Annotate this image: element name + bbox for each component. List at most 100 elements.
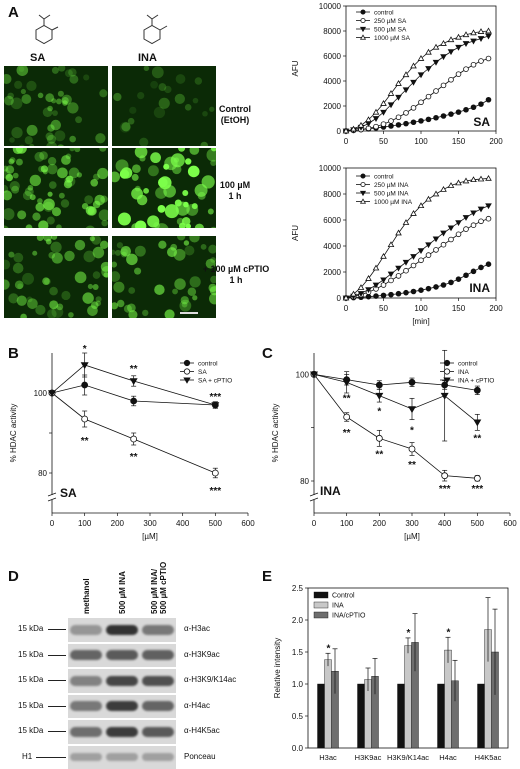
cell: [208, 209, 214, 215]
cell: [188, 287, 196, 295]
cell: [95, 133, 105, 143]
antibody-label: Ponceau: [184, 752, 216, 761]
data-point: [381, 254, 386, 259]
cell: [112, 250, 115, 255]
cell: [139, 138, 148, 146]
cell: [158, 241, 166, 249]
panel-inner-label: SA: [473, 115, 490, 129]
y-axis-label: AFU: [291, 225, 300, 241]
marker-tick: [48, 655, 66, 656]
significance-mark: **: [81, 436, 89, 447]
antibody-label: α-H4K5ac: [184, 726, 220, 735]
legend-label: 250 µM INA: [374, 182, 409, 189]
y-axis-label: % HDAC activity: [271, 404, 280, 463]
cell: [65, 69, 73, 77]
cell: [99, 89, 107, 97]
cell: [69, 136, 76, 143]
data-point: [411, 254, 416, 259]
row-label-cptio: + 100 µM cPTIO 1 h: [200, 264, 272, 286]
antibody-label: α-H4ac: [184, 701, 210, 710]
data-point: [374, 124, 379, 129]
legend-swatch: [314, 602, 328, 608]
data-point: [396, 122, 401, 127]
y-tick-label: 6000: [323, 52, 341, 61]
data-point: [396, 115, 401, 120]
row-label-100um-line1: 100 µM: [206, 180, 264, 191]
cell: [23, 191, 32, 200]
data-point: [448, 226, 453, 231]
blot-band: [106, 650, 138, 660]
cell: [121, 252, 127, 258]
cell: [121, 122, 130, 131]
data-point: [396, 266, 401, 271]
antibody-label: α-H3K9ac: [184, 650, 220, 659]
data-point: [411, 120, 416, 125]
marker-tick: [48, 629, 66, 630]
data-point: [479, 59, 484, 64]
blot-band: [70, 753, 102, 761]
bar: [398, 684, 405, 748]
data-point: [376, 435, 382, 441]
blot-band: [106, 753, 138, 761]
panel-inner-label: INA: [469, 281, 490, 295]
cell: [150, 81, 158, 89]
bar: [405, 646, 412, 748]
significance-mark: *: [83, 344, 87, 355]
data-point: [463, 215, 468, 220]
cell: [61, 199, 69, 207]
cell: [177, 236, 185, 240]
data-point: [471, 223, 476, 228]
cell: [13, 173, 19, 179]
col-label-sa: SA: [30, 52, 45, 64]
cell: [9, 159, 15, 165]
series-line: [346, 206, 489, 298]
cell: [200, 142, 208, 146]
cell: [6, 165, 14, 173]
significance-mark: **: [130, 452, 138, 463]
cell: [75, 116, 82, 123]
panel-inner-label: INA: [320, 484, 341, 498]
blot-band: [70, 625, 102, 635]
legend-marker: [444, 369, 449, 374]
row-label-control: Control (EtOH): [206, 104, 264, 126]
microscopy-tile: [4, 66, 108, 146]
cell: [13, 253, 23, 263]
cell: [126, 254, 138, 266]
x-tick-label: 200: [489, 304, 503, 313]
data-point: [486, 262, 491, 267]
significance-mark: **: [130, 364, 138, 375]
series-line: [314, 374, 477, 478]
data-point: [374, 294, 379, 299]
y-tick-label: 10000: [319, 2, 342, 11]
sa-structure-icon: [24, 10, 64, 48]
x-tick-label: 500: [471, 519, 485, 528]
legend-swatch: [314, 592, 328, 598]
data-point: [433, 45, 438, 50]
x-tick-label: 100: [414, 137, 428, 146]
data-point: [486, 28, 491, 33]
x-axis-label: [min]: [412, 317, 429, 326]
cell: [189, 148, 199, 155]
category-label: H3ac: [319, 753, 337, 762]
cell: [154, 285, 164, 295]
cell: [10, 181, 20, 191]
cell: [22, 273, 34, 285]
data-point: [131, 398, 137, 404]
cells-image: [4, 236, 108, 318]
x-tick-label: 300: [405, 519, 419, 528]
legend-label: SA + cPTIO: [198, 378, 232, 385]
data-point: [434, 89, 439, 94]
cell: [38, 93, 44, 99]
legend-label: Control: [332, 593, 355, 600]
legend-label: INA: [458, 369, 470, 376]
significance-mark: ***: [209, 392, 221, 403]
microscopy-tile: [112, 66, 216, 146]
cell: [58, 91, 64, 97]
data-point: [486, 176, 491, 181]
scale-bar: [180, 312, 198, 314]
blot-band: [70, 727, 102, 737]
cell: [56, 144, 65, 146]
cell: [42, 277, 50, 285]
